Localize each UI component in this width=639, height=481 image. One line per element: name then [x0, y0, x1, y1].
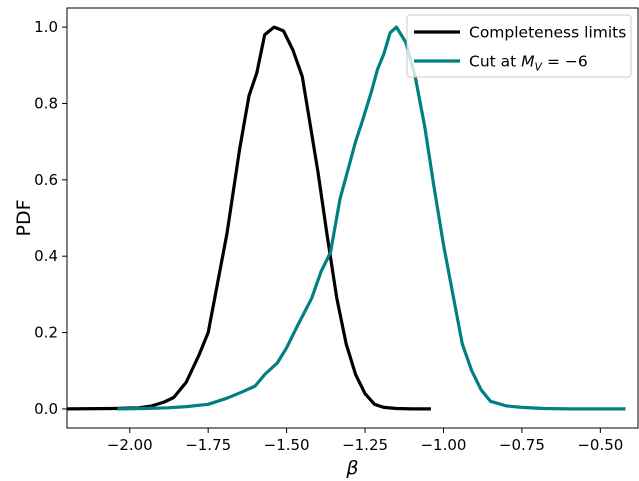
- legend-box: [406, 14, 632, 78]
- x-tick-label: −0.50: [577, 436, 623, 454]
- y-tick-label: 0.4: [34, 247, 58, 265]
- x-tick-label: −1.75: [185, 436, 231, 454]
- y-tick-label: 0.2: [34, 324, 58, 342]
- y-tick-label: 0.0: [34, 400, 58, 418]
- x-axis-label: β: [345, 457, 358, 479]
- x-tick-label: −1.00: [420, 436, 466, 454]
- y-tick-label: 0.6: [34, 171, 58, 189]
- y-axis-ticks: 0.0 0.2 0.4 0.6 0.8 1.0: [34, 18, 67, 418]
- y-tick-label: 0.8: [34, 94, 58, 112]
- series-line-cut-at-mv: [117, 25, 626, 411]
- x-tick-label: −0.75: [499, 436, 545, 454]
- y-tick-label: 1.0: [34, 18, 58, 36]
- x-tick-label: −1.50: [264, 436, 310, 454]
- x-tick-label: −1.25: [342, 436, 388, 454]
- legend-label-cut-at-mv: Cut at MV = −6: [469, 53, 588, 74]
- axes-frame: [66, 7, 639, 429]
- x-tick-label: −2.00: [107, 436, 153, 454]
- legend-label-completeness-limits: Completeness limits: [469, 24, 626, 42]
- series-layer: [66, 25, 626, 411]
- series-line-completeness-limits: [66, 25, 431, 411]
- legend: Completeness limits Cut at MV = −6: [406, 14, 632, 78]
- x-axis-ticks: −2.00 −1.75 −1.50 −1.25 −1.00 −0.75 −0.50: [107, 428, 623, 454]
- y-axis-label: PDF: [13, 199, 35, 236]
